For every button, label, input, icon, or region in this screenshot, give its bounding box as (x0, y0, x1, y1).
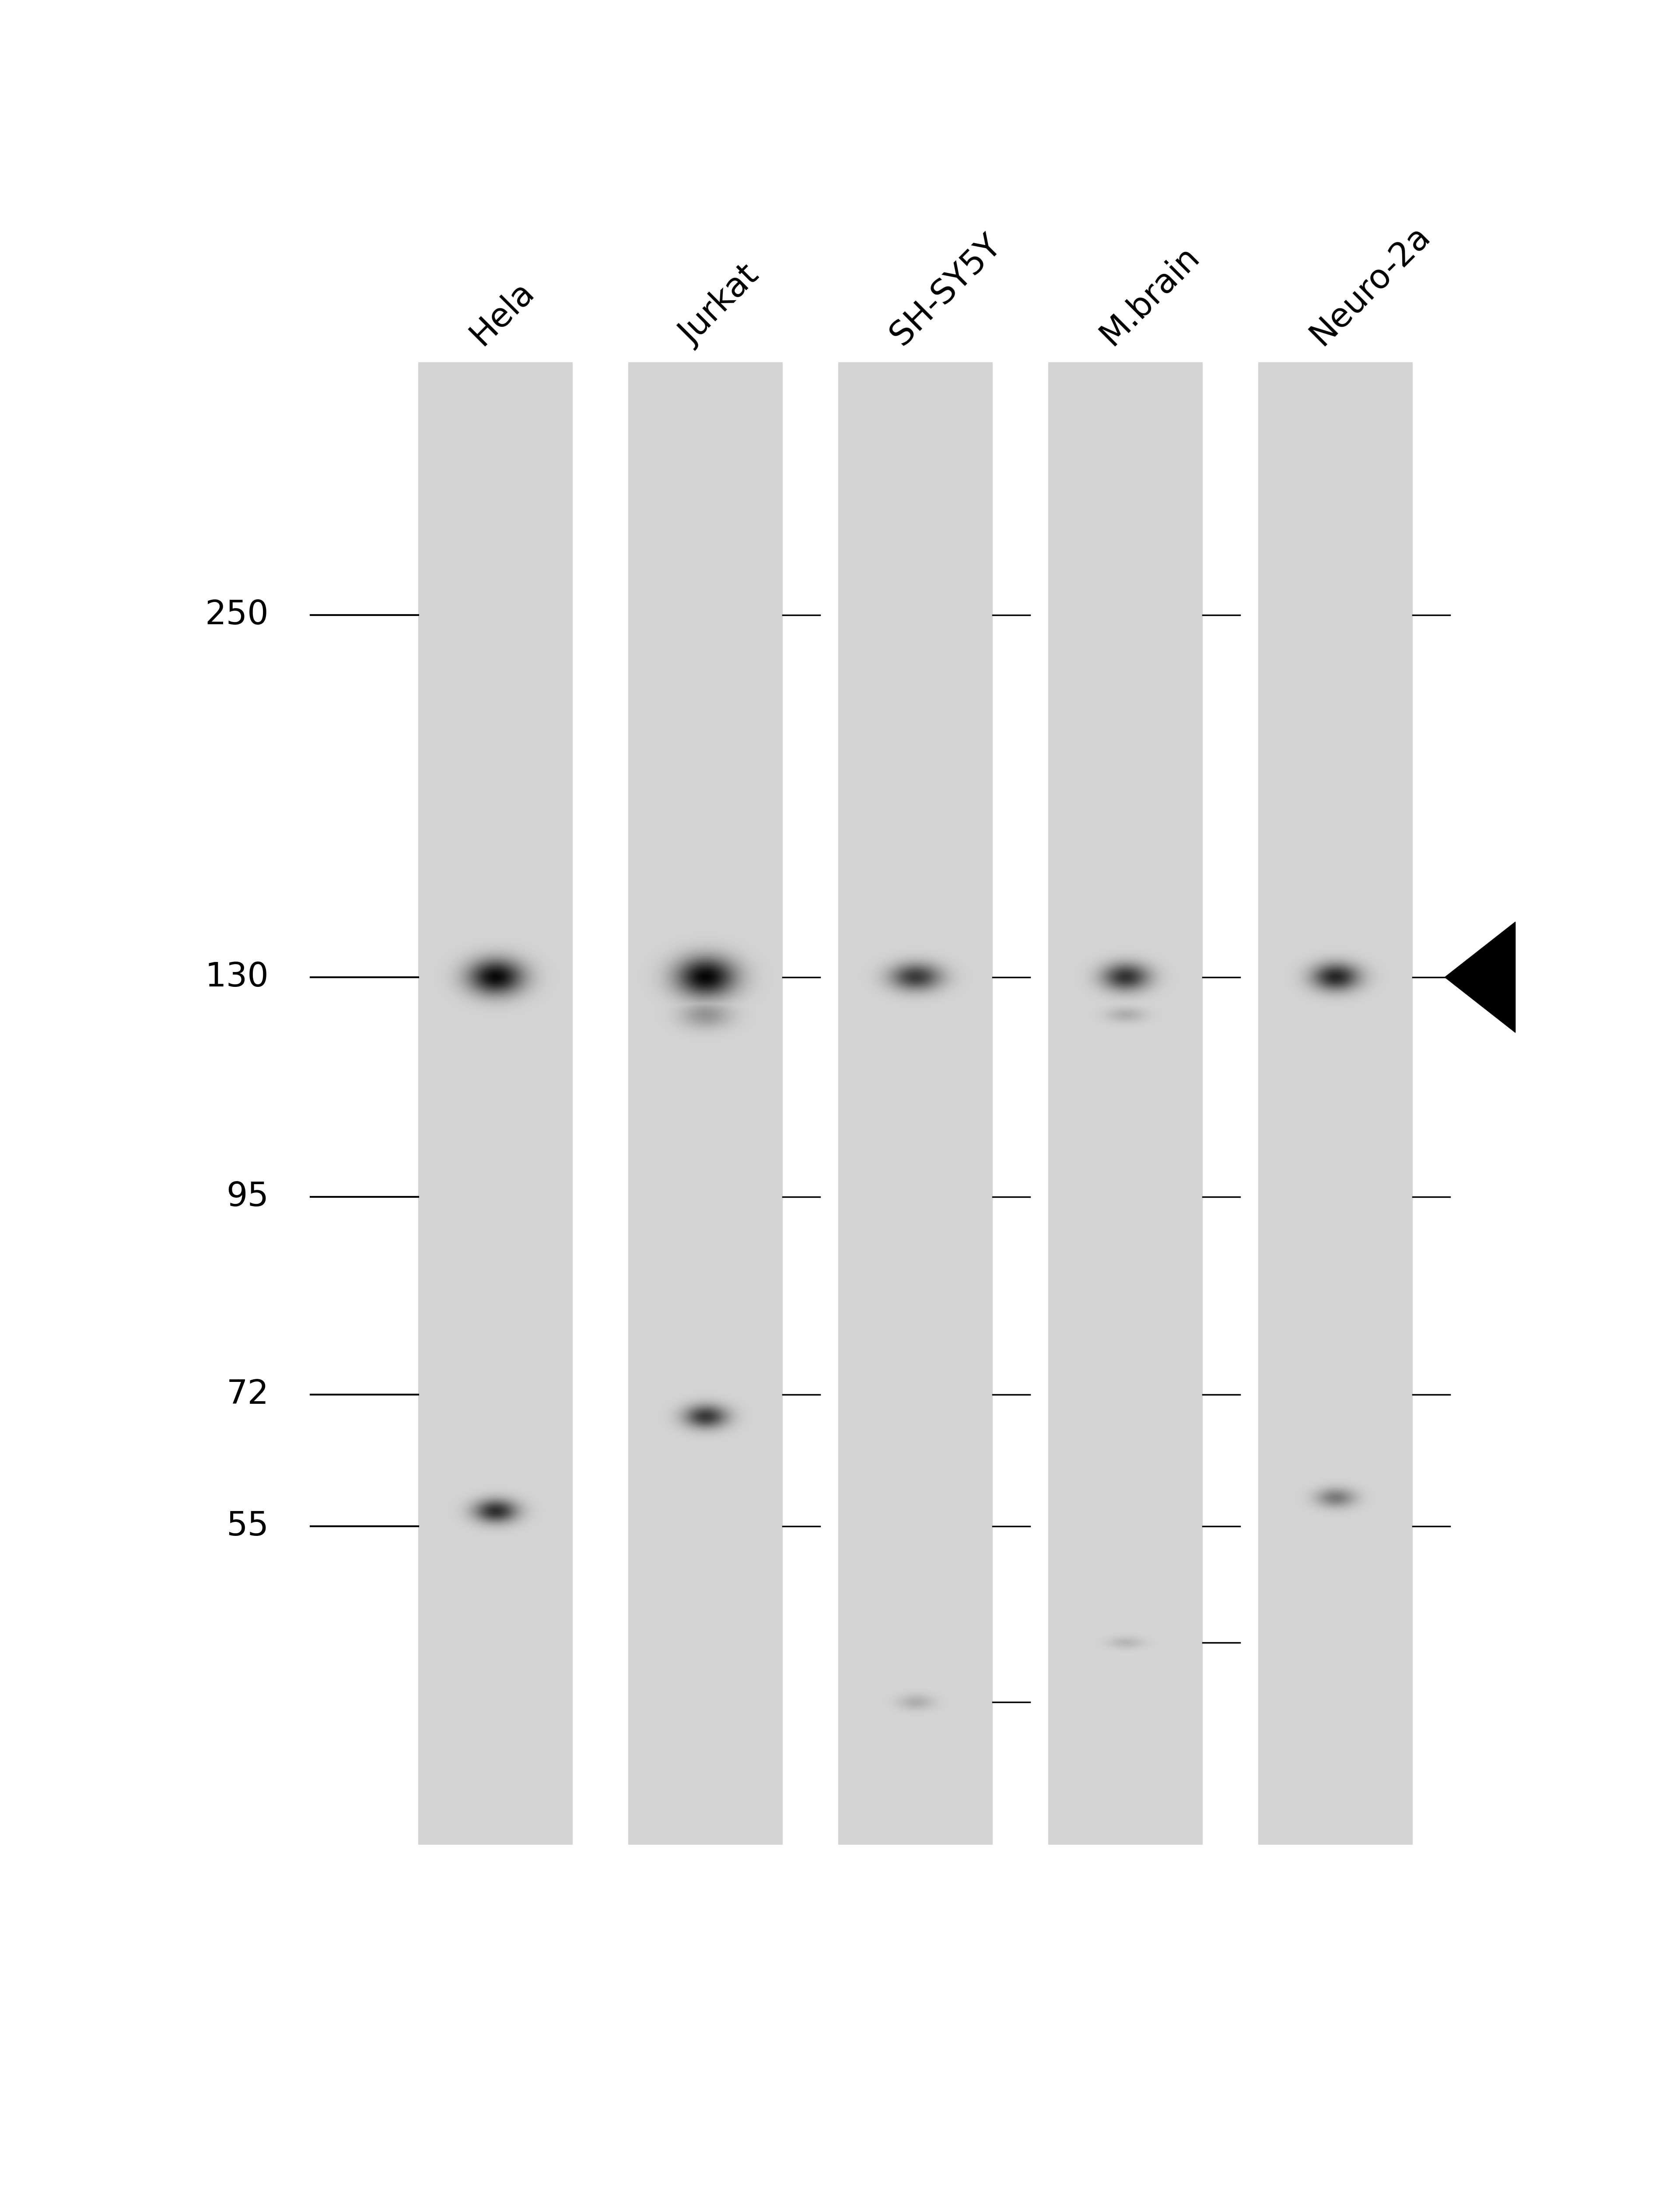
Text: M.brain: M.brain (1094, 239, 1206, 351)
Text: Jurkat: Jurkat (674, 259, 766, 351)
Bar (418, 362, 573, 1845)
Bar (1258, 362, 1413, 1845)
Text: SH-SY5Y: SH-SY5Y (884, 228, 1008, 351)
Text: Hela: Hela (464, 274, 541, 351)
Bar (838, 362, 993, 1845)
Text: 95: 95 (227, 1181, 269, 1212)
Polygon shape (1445, 922, 1515, 1032)
Bar (628, 362, 783, 1845)
Text: 55: 55 (227, 1511, 269, 1542)
Text: 72: 72 (227, 1379, 269, 1410)
Text: Neuro-2a: Neuro-2a (1304, 220, 1436, 351)
Text: 250: 250 (205, 600, 269, 630)
Text: 130: 130 (205, 962, 269, 993)
Bar (1048, 362, 1203, 1845)
